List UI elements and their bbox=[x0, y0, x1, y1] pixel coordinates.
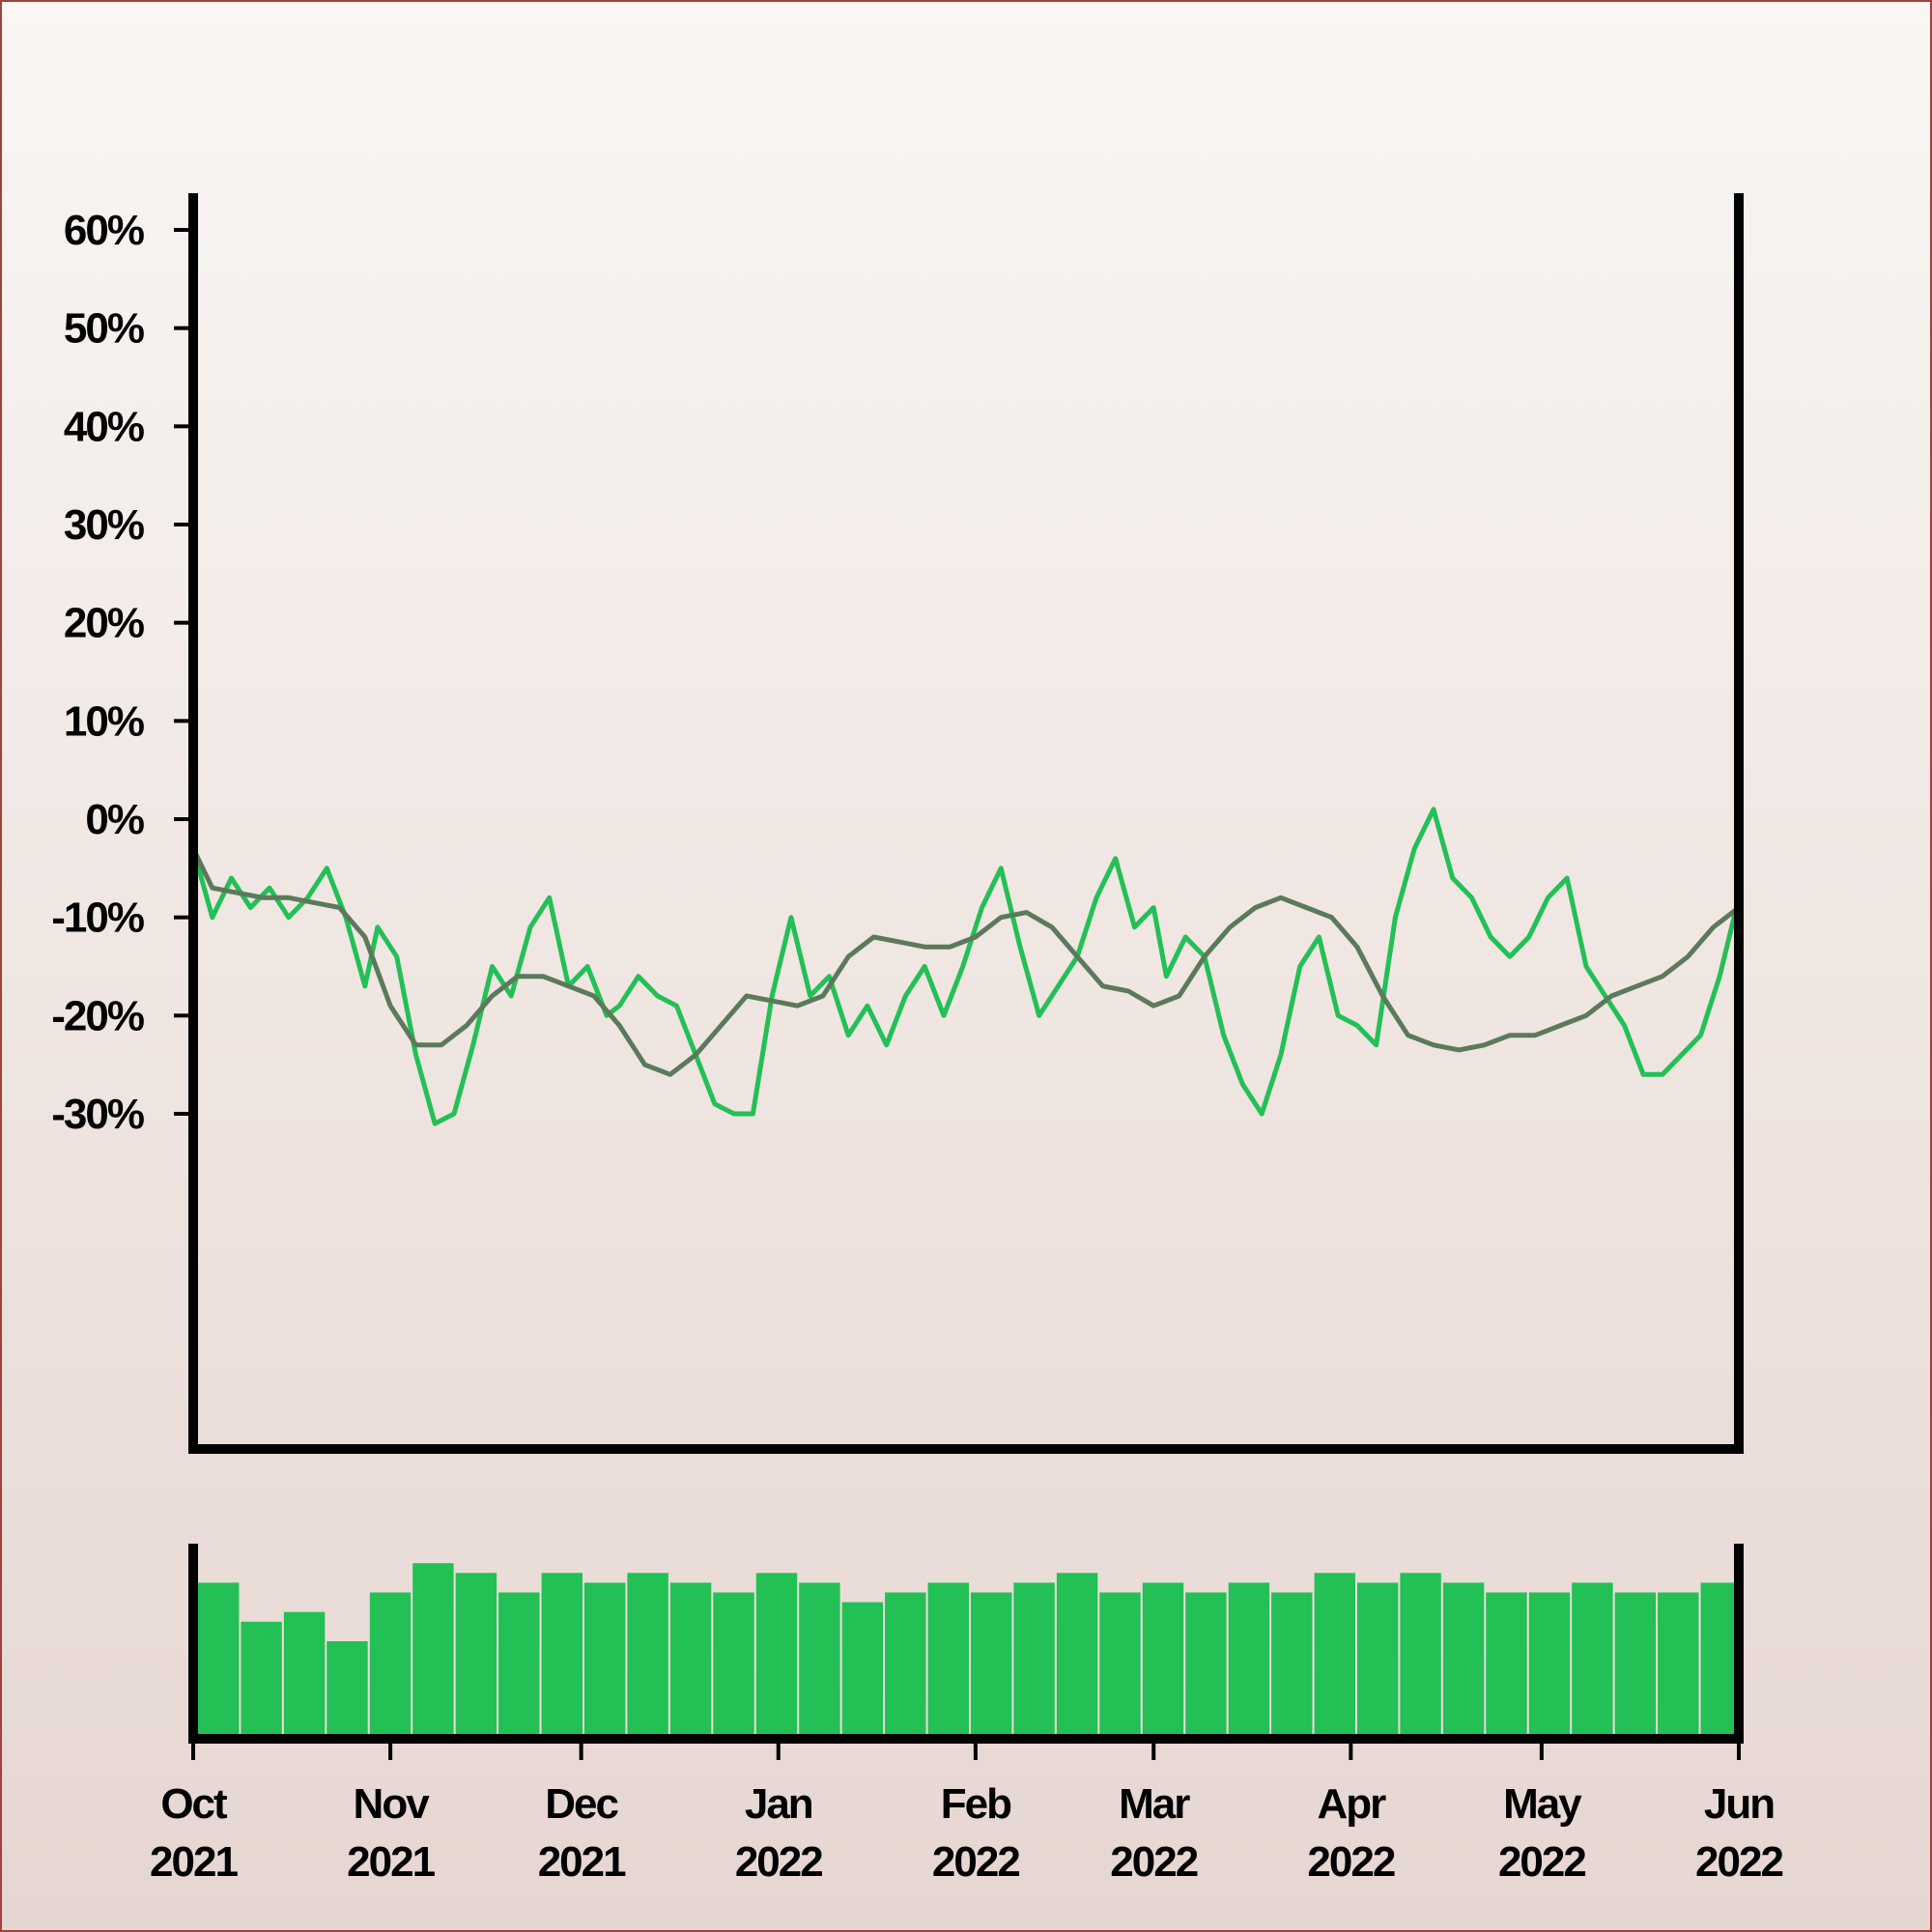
x-tick-label-month: May bbox=[1503, 1780, 1582, 1828]
daily-series-line bbox=[190, 807, 1742, 1126]
volume-bar bbox=[1314, 1573, 1355, 1739]
x-tick-label-month: Feb bbox=[941, 1780, 1011, 1828]
x-tick-label-month: Oct bbox=[160, 1780, 228, 1828]
y-tick-label: 50% bbox=[64, 305, 144, 353]
volume-bar bbox=[455, 1573, 497, 1739]
x-tick-label-year: 2022 bbox=[735, 1838, 822, 1886]
y-tick-label: 10% bbox=[64, 697, 144, 745]
y-tick-label: 0% bbox=[85, 796, 143, 843]
x-tick-label-year: 2022 bbox=[1307, 1838, 1394, 1886]
volume-bar bbox=[669, 1582, 712, 1739]
x-tick-label-year: 2021 bbox=[150, 1838, 238, 1886]
volume-bar bbox=[1185, 1592, 1227, 1739]
volume-bar bbox=[241, 1621, 282, 1739]
x-tick-label-year: 2021 bbox=[538, 1838, 626, 1886]
volume-bar bbox=[1614, 1592, 1657, 1739]
volume-bar bbox=[1357, 1582, 1399, 1739]
y-tick-label: -10% bbox=[51, 895, 144, 942]
y-tick-label: 30% bbox=[64, 501, 144, 549]
volume-panel bbox=[188, 1544, 1744, 1744]
volume-bar bbox=[1572, 1582, 1613, 1739]
x-tick-label-month: Dec bbox=[545, 1780, 618, 1828]
volume-bar bbox=[283, 1611, 326, 1739]
volume-bar bbox=[927, 1582, 969, 1739]
y-axis: 60% 50% 40% 30% 20% 10% 0% -10% -20% -30% bbox=[51, 207, 188, 1138]
volume-bar bbox=[198, 1582, 240, 1739]
x-tick-label-month: Jan bbox=[745, 1780, 812, 1828]
x-tick-label-year: 2022 bbox=[1498, 1838, 1585, 1886]
volume-bar bbox=[1271, 1592, 1313, 1739]
x-tick-label-month: Mar bbox=[1119, 1780, 1190, 1828]
volume-bar bbox=[498, 1592, 540, 1739]
volume-bar bbox=[1099, 1592, 1141, 1739]
x-tick-label-month: Apr bbox=[1317, 1780, 1386, 1828]
y-tick-label: -20% bbox=[51, 992, 144, 1039]
volume-bar bbox=[327, 1641, 368, 1739]
volume-bar bbox=[627, 1573, 668, 1739]
volume-bar bbox=[1056, 1573, 1098, 1739]
volume-bar bbox=[1013, 1582, 1055, 1739]
volume-bar bbox=[1658, 1592, 1699, 1739]
x-tick-label-year: 2022 bbox=[932, 1838, 1019, 1886]
y-tick-label: 20% bbox=[64, 600, 144, 647]
volume-bar bbox=[1442, 1582, 1485, 1739]
volume-bar bbox=[885, 1592, 926, 1739]
volume-bar bbox=[841, 1602, 884, 1739]
volume-bar bbox=[1142, 1582, 1184, 1739]
y-tick-label: 60% bbox=[64, 207, 144, 254]
x-tick-label-year: 2022 bbox=[1695, 1838, 1782, 1886]
volume-bar bbox=[713, 1592, 754, 1739]
x-tick-label-month: Nov bbox=[354, 1780, 431, 1828]
volume-bar bbox=[1400, 1573, 1441, 1739]
smoothed-series-line bbox=[190, 847, 1741, 1077]
volume-bar bbox=[971, 1592, 1012, 1739]
price-panel: 60% 50% 40% 30% 20% 10% 0% -10% -20% -30% bbox=[51, 193, 1744, 1454]
x-axis: Oct 2021 Nov 2021 Dec 2021 Jan 2022 Feb 2022 Mar 20… bbox=[150, 1744, 1784, 1886]
x-tick-label-year: 2021 bbox=[347, 1838, 435, 1886]
y-tick-label: -30% bbox=[51, 1091, 144, 1138]
volume-bar bbox=[1486, 1592, 1527, 1739]
volume-bars bbox=[198, 1563, 1742, 1739]
volume-bar bbox=[1228, 1582, 1270, 1739]
x-tick-label-year: 2022 bbox=[1110, 1838, 1197, 1886]
volume-bar bbox=[1528, 1592, 1571, 1739]
y-tick-label: 40% bbox=[64, 403, 144, 450]
volume-bar bbox=[755, 1573, 798, 1739]
volume-bar bbox=[541, 1573, 582, 1739]
volume-bar bbox=[369, 1592, 412, 1739]
volume-bar bbox=[799, 1582, 840, 1739]
volume-bar bbox=[412, 1563, 454, 1739]
x-tick-label-month: Jun bbox=[1704, 1780, 1774, 1828]
volume-bar bbox=[584, 1582, 626, 1739]
